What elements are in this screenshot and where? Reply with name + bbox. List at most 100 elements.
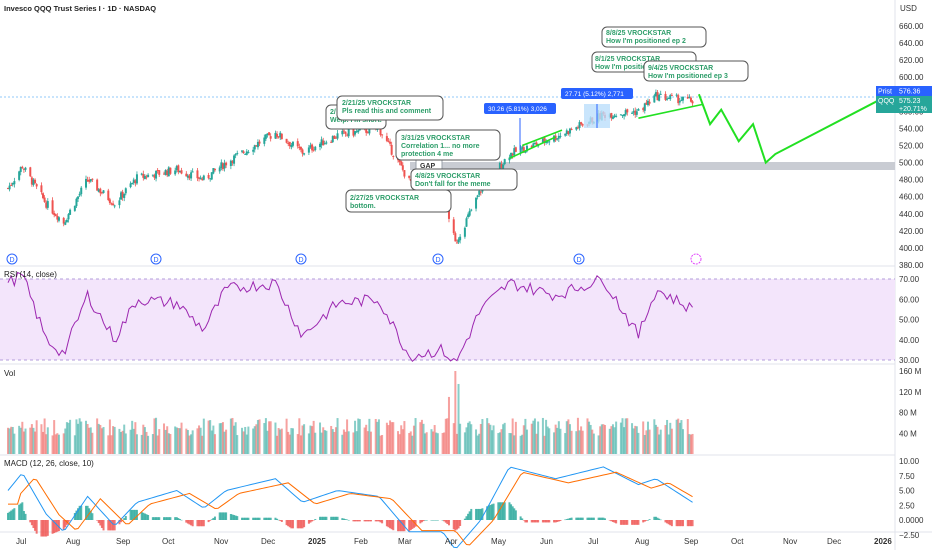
idea-callout[interactable]: 9/4/25 VROCKSTAR How I'm positioned ep 3 — [643, 60, 749, 82]
candle-body — [680, 99, 683, 101]
volume-bar — [344, 431, 347, 454]
candle-body — [54, 214, 57, 217]
gap-zone — [410, 162, 895, 170]
volume-bar — [422, 423, 425, 454]
price-axis[interactable]: 660.00640.00620.00600.00580.00560.00540.… — [899, 22, 924, 270]
candle-body — [180, 170, 183, 174]
svg-text:D: D — [299, 257, 304, 264]
volume-bar — [689, 434, 692, 454]
dividend-marker[interactable]: D — [573, 253, 585, 265]
volume-bar — [441, 432, 444, 454]
time-axis[interactable]: Jul Aug Sep Oct Nov Dec 2025 Feb Mar Apr May Jun Jul… — [16, 537, 892, 546]
candle-body — [7, 188, 9, 190]
candle-body — [242, 151, 245, 154]
candle-body — [570, 128, 573, 130]
candle-body — [546, 141, 549, 143]
macd-histogram-bar — [623, 520, 626, 525]
candle-body — [525, 145, 528, 152]
macd-histogram-bar — [279, 520, 282, 521]
macd-histogram-bar — [252, 517, 255, 520]
candle-body — [387, 140, 390, 142]
candle-body — [85, 178, 88, 188]
price-tag-value: 575.23 — [899, 98, 921, 105]
macd-histogram-bar — [296, 520, 299, 529]
idea-callout[interactable]: 2/27/25 VROCKSTAR bottom. — [345, 189, 452, 213]
candle-body — [155, 170, 158, 179]
volume-bar — [223, 431, 226, 454]
time-axis-label: Nov — [214, 537, 228, 546]
volume-bar — [631, 423, 634, 454]
time-axis-label: Feb — [354, 537, 368, 546]
candle-body — [336, 133, 339, 139]
macd-histogram-bar — [603, 518, 606, 520]
volume-bar — [202, 418, 205, 454]
volume-bar — [444, 418, 447, 454]
dividend-marker[interactable]: D — [150, 253, 162, 265]
candle-body — [688, 96, 691, 98]
idea-callout[interactable]: 4/8/25 VROCKSTAR Don't fall for the meme — [410, 168, 518, 191]
volume-bar — [291, 428, 294, 454]
macd-histogram-bar — [256, 517, 259, 520]
idea-callout[interactable]: 8/8/25 VROCKSTAR How I'm positioned ep 2 — [601, 26, 707, 48]
macd-histogram-bar — [233, 515, 236, 520]
macd-histogram-bar — [236, 516, 239, 520]
candle-body — [365, 128, 368, 133]
time-axis-label: Oct — [162, 537, 175, 546]
candle-body — [637, 109, 640, 111]
dividend-marker[interactable]: D — [432, 253, 444, 265]
macd-histogram-bar — [124, 516, 127, 520]
dividend-marker[interactable]: D — [295, 253, 307, 265]
volume-bar — [301, 425, 304, 454]
candle-body — [465, 218, 468, 227]
volume-bar — [420, 419, 423, 454]
dividend-marker[interactable]: D — [6, 253, 18, 265]
macd-histogram-bar — [245, 517, 248, 520]
macd-histogram-bar — [120, 520, 123, 523]
macd-histogram-bar — [624, 520, 627, 525]
candle-body — [112, 203, 115, 206]
macd-histogram-bar — [210, 519, 213, 520]
events-icon[interactable] — [690, 253, 702, 265]
volume-bar — [619, 422, 622, 454]
macd-histogram-bar — [266, 517, 269, 520]
macd-histogram-bar — [433, 520, 436, 521]
idea-callout[interactable]: 3/31/25 VROCKSTAR Correlation 1... no mo… — [395, 129, 501, 161]
candle-body — [522, 147, 525, 153]
macd-histogram-bar — [385, 520, 388, 527]
rsi-axis[interactable]: 70.00 60.00 50.00 40.00 30.00 — [899, 275, 920, 365]
candle-body — [532, 143, 535, 148]
axis-tick-label: −2.50 — [899, 531, 920, 540]
axis-tick-label: 120 M — [899, 388, 922, 397]
svg-text:D: D — [154, 257, 159, 264]
macd-histogram-bar — [443, 520, 446, 522]
macd-histogram-bar — [196, 520, 199, 527]
candle-body — [234, 154, 237, 156]
macd-histogram-bar — [113, 520, 116, 531]
macd-histogram-bar — [425, 520, 428, 521]
candle-body — [263, 137, 266, 144]
macd-histogram-bar — [412, 520, 415, 528]
candle-body — [548, 141, 551, 143]
macd-histogram-bar — [481, 508, 484, 520]
volume-bar — [307, 433, 310, 454]
callout-title: 9/4/25 VROCKSTAR — [648, 65, 713, 72]
candle-body — [34, 179, 37, 184]
candle-body — [229, 160, 232, 166]
idea-callout[interactable]: 2/21/25 VROCKSTAR Pls read this and comm… — [336, 95, 444, 121]
volume-bar — [108, 419, 111, 454]
volume-bar — [268, 421, 271, 454]
macd-histogram-bar — [285, 520, 288, 526]
candle-body — [463, 227, 466, 237]
volume-bar — [242, 431, 245, 454]
volume-bar — [303, 424, 306, 454]
macd-histogram-bar — [263, 517, 266, 520]
candle-body — [29, 167, 32, 177]
volume-axis[interactable]: 160 M 120 M 80 M 40 M — [899, 367, 922, 438]
candle-body — [108, 199, 111, 204]
macd-histogram-bar — [54, 520, 57, 533]
macd-histogram-bar — [209, 520, 212, 521]
macd-histogram-bar — [269, 517, 272, 520]
macd-axis[interactable]: 10.00 7.50 5.00 2.50 0.0000 −2.50 — [899, 457, 924, 540]
macd-histogram-bar — [40, 520, 43, 537]
